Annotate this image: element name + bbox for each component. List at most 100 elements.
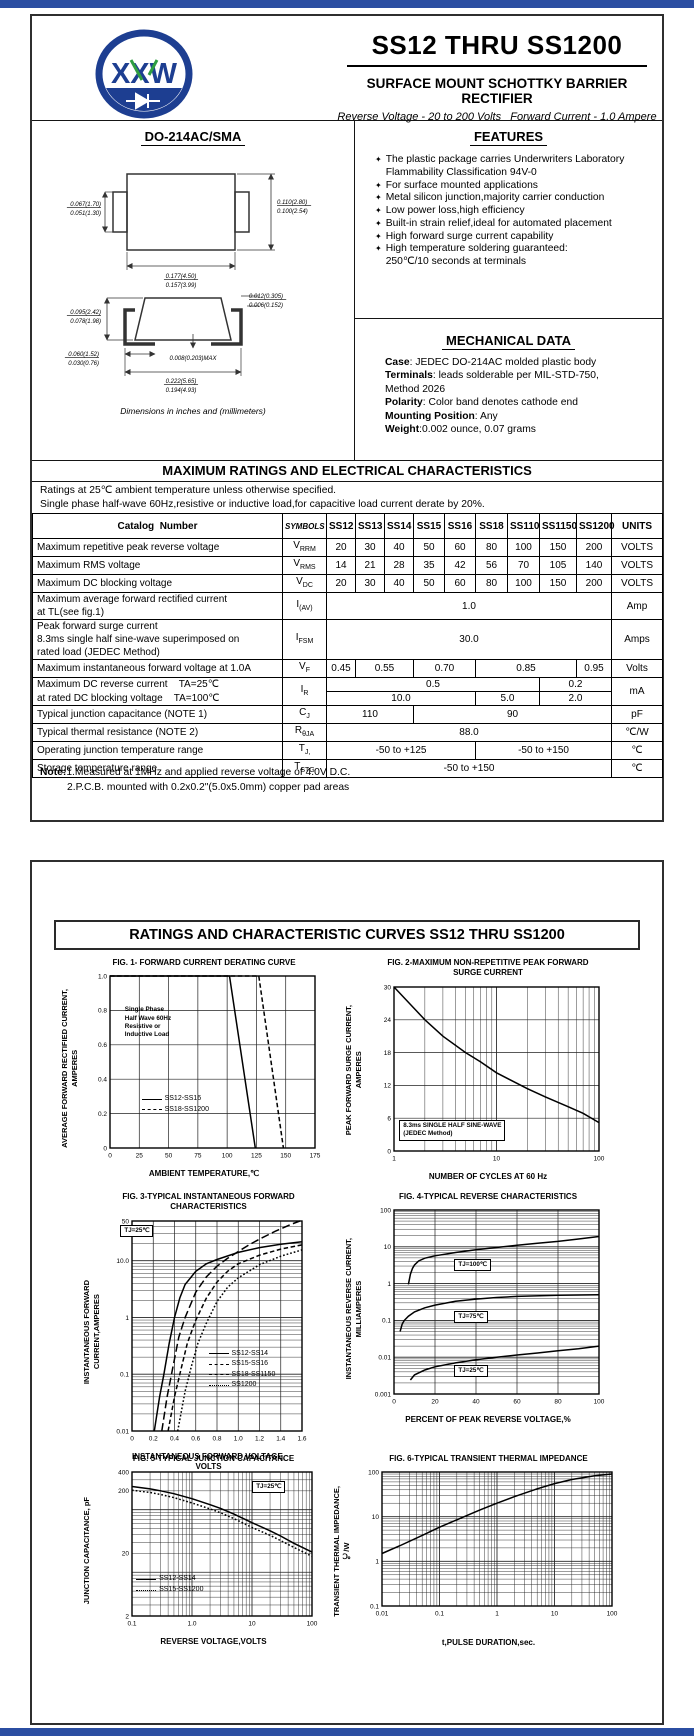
- table-cell: Catalog Number: [32, 513, 283, 539]
- figure-2: PEAK FORWARD SURGE CURRENT, AMPERES FIG.…: [344, 958, 608, 1182]
- title-underline: [347, 65, 647, 67]
- dimension-label: 0.060(1.52) 0.030(0.76): [64, 352, 99, 367]
- fig2-plot-area: 1 10 100 0 6 12 18 24 30 8.3ms SINGLE HALF SINE-W…: [368, 982, 608, 1169]
- dimension-label: 0.012(0.305) 0.006(0.152): [249, 294, 287, 309]
- legend-line-sample: [208, 1353, 229, 1355]
- curve-ss18-ss1200: [110, 975, 285, 1149]
- page-2: RATINGS AND CHARACTERISTIC CURVES SS12 T…: [30, 860, 664, 1725]
- table-cell: Maximum instantaneous forward voltage at…: [32, 659, 283, 678]
- table-cell: SS110: [507, 513, 540, 539]
- table-cell: 70: [507, 556, 540, 575]
- svg-text:0.1: 0.1: [120, 1371, 129, 1378]
- table-cell: 0.95: [576, 659, 612, 678]
- svg-text:0: 0: [130, 1435, 134, 1442]
- legend-line-sample: [208, 1363, 229, 1365]
- table-cell: Peak forward surge current 8.3ms single h…: [32, 619, 283, 660]
- table-cell: UNITS: [611, 513, 663, 539]
- fig3-title: FIG. 3-TYPICAL INSTANTANEOUS FORWARD CHA…: [122, 1192, 295, 1212]
- table-cell: 1.0: [326, 592, 612, 620]
- table-cell: Typical thermal resistance (NOTE 2): [32, 723, 283, 742]
- grid-layer: [131, 1220, 303, 1432]
- dimension-label: 0.110(2.80) 0.100(2.54): [277, 200, 312, 215]
- mechanical-line: Terminals: leads solderable per MIL-STD-…: [385, 370, 599, 382]
- feature-bullet-icon: ✦: [375, 206, 382, 216]
- subtitle: SURFACE MOUNT SCHOTTKY BARRIER RECTIFIER: [366, 76, 628, 106]
- table-cell: 80: [475, 538, 508, 557]
- notes: Note:1.Measured at 1MHz and applied reve…: [40, 766, 654, 796]
- table-cell: at rated DC blocking voltage TA=100℃: [32, 691, 283, 706]
- svg-text:0.1: 0.1: [370, 1604, 379, 1611]
- svg-text:0.01: 0.01: [116, 1428, 129, 1435]
- table-cell: -50 to +125: [326, 741, 476, 760]
- table-cell: 14: [326, 556, 356, 575]
- svg-text:10: 10: [372, 1514, 380, 1521]
- svg-text:50: 50: [165, 1153, 173, 1160]
- table-cell: 0.70: [413, 659, 476, 678]
- annotation: TJ=100℃: [454, 1259, 491, 1272]
- table-cell: 100: [507, 538, 540, 557]
- table-cell: 30: [355, 574, 385, 593]
- svg-text:0.060(1.52): 0.060(1.52): [68, 352, 99, 358]
- curve-ss12-ss14: [153, 1240, 303, 1431]
- fig1-chart: 0 25 50 75 100 125 150 175 0 0.2 0.4 0.6 0.8 1.0: [98, 974, 321, 1160]
- feature-text: Low power loss,high efficiency: [385, 205, 525, 217]
- svg-text:0.01: 0.01: [376, 1611, 389, 1618]
- annotation: TJ=25℃: [120, 1225, 154, 1238]
- svg-text:1: 1: [392, 1155, 396, 1162]
- fig3-y-axis-label: INSTANTANEOUS FORWARD CURRENT,AMPERES: [82, 1279, 102, 1384]
- legend-line-sample: [136, 1589, 157, 1591]
- features-heading-wrap: FEATURES: [355, 128, 662, 146]
- table-cell: 90: [413, 705, 612, 724]
- svg-text:0.1: 0.1: [382, 1318, 391, 1325]
- svg-text:12: 12: [384, 1082, 392, 1089]
- table-cell: 60: [444, 574, 476, 593]
- dimension-label: 0.067(1.70) 0.051(1.30): [66, 202, 101, 217]
- table-cell: SS16: [444, 513, 476, 539]
- fig4-x-axis-label: PERCENT OF PEAK REVERSE VOLTAGE,%: [405, 1415, 571, 1425]
- table-cell: 0.85: [475, 659, 577, 678]
- table-cell: 40: [384, 574, 414, 593]
- curve-ss12-ss14: [131, 1486, 313, 1554]
- table-cell: IFSM: [282, 619, 327, 660]
- svg-text:0.001: 0.001: [375, 1392, 392, 1399]
- table-cell: SS13: [355, 513, 385, 539]
- svg-text:18: 18: [384, 1050, 392, 1057]
- svg-text:0: 0: [392, 1399, 396, 1406]
- svg-text:80: 80: [554, 1399, 562, 1406]
- legend-entry: SS12-SS14: [208, 1349, 276, 1360]
- feature-text: The plastic package carries Underwriters…: [385, 154, 625, 178]
- ratings-intro-line2: Single phase half-wave 60Hz,resistive or…: [40, 498, 485, 510]
- table-cell: 30.0: [326, 619, 612, 660]
- svg-text:40: 40: [472, 1399, 480, 1406]
- svg-text:125: 125: [251, 1153, 262, 1160]
- legend-label: SS12-SS14: [159, 1575, 196, 1583]
- fig5-title: FIG. 5-TYPICAL JUNCTION CAPACITANCE: [132, 1454, 295, 1463]
- figure-3: INSTANTANEOUS FORWARD CURRENT,AMPERES FI…: [82, 1192, 311, 1472]
- table-cell: 0.45: [326, 659, 356, 678]
- legend-label: SS18-SS1150: [231, 1370, 276, 1378]
- table-cell: 50: [413, 538, 445, 557]
- table-cell: -50 to +150: [326, 759, 612, 778]
- svg-text:0.6: 0.6: [191, 1435, 200, 1442]
- table-cell: SYMBOLS: [282, 513, 327, 539]
- svg-text:1: 1: [125, 1315, 129, 1322]
- fig3-plot-area: 0 0.2 0.4 0.6 0.8 1.0 1.2 1.4 1.6 0.01 0.1 1 10.0 50 S…: [106, 1216, 311, 1449]
- svg-text:60: 60: [513, 1399, 521, 1406]
- legend-line-sample: [136, 1579, 157, 1581]
- legend-entry: SS12-SS16: [141, 1094, 209, 1105]
- feature-item: ✦ For surface mounted applications: [375, 180, 656, 193]
- fig1-title: FIG. 1- FORWARD CURRENT DERATING CURVE: [112, 958, 296, 967]
- svg-text:1.4: 1.4: [276, 1435, 285, 1442]
- dimension-label: 0.008(0.203)MAX: [169, 356, 217, 362]
- svg-text:100: 100: [594, 1155, 605, 1162]
- mechanical-line: Case: JEDEC DO-214AC molded plastic body: [385, 357, 597, 368]
- legend-entry: SS18-SS1150: [208, 1370, 276, 1381]
- table-cell: Maximum average forward rectified curren…: [32, 592, 283, 620]
- note-1: 1.Measured at 1MHz and applied reverse v…: [66, 767, 351, 778]
- table-cell: SS1150: [539, 513, 577, 539]
- table-cell: VOLTS: [611, 538, 663, 557]
- package-name: DO-214AC/SMA: [140, 129, 246, 146]
- note-line1: Note:1.Measured at 1MHz and applied reve…: [40, 766, 654, 781]
- legend-entry: SS15-SS16: [208, 1359, 276, 1370]
- svg-text:50: 50: [122, 1218, 130, 1225]
